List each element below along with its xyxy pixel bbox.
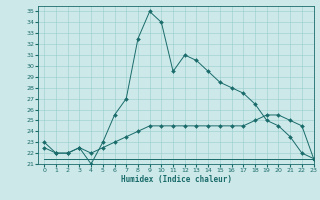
X-axis label: Humidex (Indice chaleur): Humidex (Indice chaleur) bbox=[121, 175, 231, 184]
